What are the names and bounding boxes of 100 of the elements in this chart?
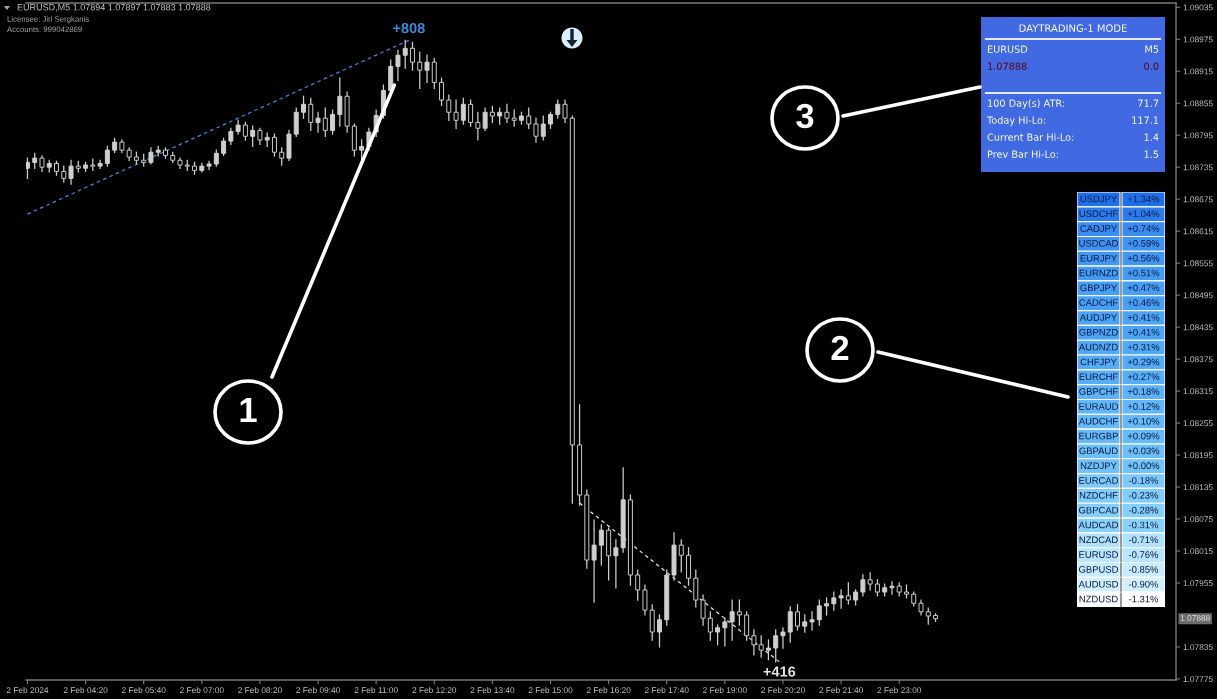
y-tick-label: 1.08195	[1183, 452, 1213, 459]
candlestick	[286, 129, 292, 161]
candlestick	[686, 547, 692, 586]
y-tick-label: 1.08735	[1183, 164, 1213, 171]
y-tick-label: 1.08975	[1183, 36, 1213, 43]
text: +0.18%	[1127, 388, 1160, 395]
chart-title: EURUSD,M5 1.07894 1.07897 1.07883 1.07888	[17, 4, 211, 12]
category-label: AUDJPY	[1079, 314, 1117, 321]
category-label: EURAUD	[1079, 403, 1118, 410]
annotation: Prev Bar Hi-Lo:	[987, 150, 1058, 158]
text: +1.04%	[1127, 210, 1160, 218]
x-tick-label: 2 Feb 09:40	[296, 686, 340, 694]
text: +0.47%	[1127, 284, 1160, 292]
candlestick	[359, 139, 365, 161]
candlestick	[598, 524, 604, 566]
text: +0.59%	[1127, 240, 1160, 247]
candlestick	[402, 39, 408, 69]
candlestick	[809, 611, 815, 631]
annotation: 0.0	[1144, 62, 1159, 70]
candlestick	[533, 117, 539, 143]
candlestick	[649, 604, 655, 641]
category-label: AUDNZD	[1078, 343, 1118, 351]
text: +1.34%	[1127, 195, 1160, 203]
candlestick	[773, 629, 779, 663]
annotation: 2	[831, 335, 849, 360]
candlestick	[838, 589, 844, 609]
category-label: EURCHF	[1079, 373, 1118, 381]
x-tick-label: 2 Feb 12:20	[412, 686, 457, 694]
candlestick	[526, 107, 532, 129]
annotation: +808	[393, 22, 425, 34]
text: -0.76%	[1128, 551, 1159, 558]
x-tick-label: 2 Feb 13:40	[470, 686, 515, 694]
text: +0.29%	[1127, 358, 1160, 366]
category-label: USDCHF	[1079, 210, 1118, 218]
text: +0.12%	[1127, 403, 1160, 410]
x-tick-label: 2 Feb 15:00	[528, 686, 573, 694]
y-tick-label: 1.08135	[1183, 484, 1213, 491]
y-tick-label: 1.08855	[1183, 100, 1213, 107]
annotation: 3	[796, 103, 814, 129]
candlestick	[460, 97, 466, 125]
x-tick-label: 2 Feb 11:00	[354, 686, 398, 694]
candlestick	[751, 629, 757, 656]
text: +0.00%	[1127, 462, 1160, 470]
candlestick	[860, 574, 866, 597]
y-tick-label: 1.08555	[1183, 260, 1213, 267]
candlestick	[68, 159, 74, 185]
x-tick-label: 2 Feb 16:20	[586, 686, 631, 694]
y-tick-label: 1.07955	[1183, 580, 1213, 587]
candlestick	[504, 103, 510, 124]
candlestick	[351, 123, 357, 157]
category-label: GBPAUD	[1079, 447, 1118, 455]
category-label: GBPNZD	[1079, 328, 1118, 336]
candlestick	[780, 627, 786, 649]
x-tick-label: 2 Feb 21:40	[819, 686, 864, 694]
candlestick	[613, 539, 619, 589]
y-tick-label: 1.07775	[1183, 676, 1213, 683]
category-label: EURJPY	[1080, 254, 1117, 262]
y-tick-label: 1.08675	[1183, 196, 1213, 203]
candlestick	[816, 599, 822, 626]
y-tick-label: 1.08255	[1183, 420, 1213, 427]
category-label: CADJPY	[1080, 225, 1117, 232]
annotation: 117.1	[1132, 116, 1159, 124]
text: -0.23%	[1128, 491, 1159, 499]
text: -0.18%	[1128, 477, 1159, 484]
candlestick	[250, 125, 256, 148]
annotation: EURUSD	[987, 45, 1028, 53]
candlestick	[795, 604, 800, 631]
candlestick	[540, 115, 546, 141]
candlestick	[293, 107, 299, 137]
candlestick	[562, 99, 568, 124]
y-tick-label: 1.09035	[1183, 4, 1213, 11]
text: -0.85%	[1128, 566, 1159, 573]
x-tick-label: 2 Feb 2024	[6, 686, 49, 694]
annotation: Today Hi-Lo:	[986, 116, 1046, 126]
x-tick-label: 2 Feb 19:00	[703, 686, 747, 694]
candlestick	[468, 99, 474, 127]
y-tick-label: 1.08495	[1183, 292, 1213, 299]
candlestick	[700, 594, 706, 626]
annotation: 1.4	[1144, 133, 1159, 141]
category-label: NZDCHF	[1079, 491, 1118, 499]
candlestick	[744, 611, 750, 641]
candlestick	[453, 99, 459, 129]
text: +0.46%	[1127, 299, 1160, 306]
category-label: GBPCAD	[1079, 506, 1119, 514]
candlestick	[308, 97, 314, 132]
candlestick	[417, 51, 423, 89]
category-label: CADCHF	[1079, 299, 1118, 306]
text: +0.27%	[1127, 373, 1160, 381]
x-tick-label: 2 Feb 17:40	[644, 686, 689, 694]
text: DAYTRADING-1 MODE	[1019, 24, 1127, 32]
text: +0.51%	[1127, 269, 1160, 277]
candlestick	[831, 591, 837, 611]
annotation: 1.5	[1144, 150, 1159, 158]
candlestick	[431, 57, 437, 89]
category-label: NZDJPY	[1080, 462, 1117, 470]
candlestick	[301, 95, 306, 119]
annotation: Current Bar Hi-Lo:	[987, 133, 1074, 141]
text: -0.71%	[1128, 536, 1159, 544]
candlestick	[889, 581, 895, 595]
category-label: GBPCHF	[1079, 388, 1118, 395]
